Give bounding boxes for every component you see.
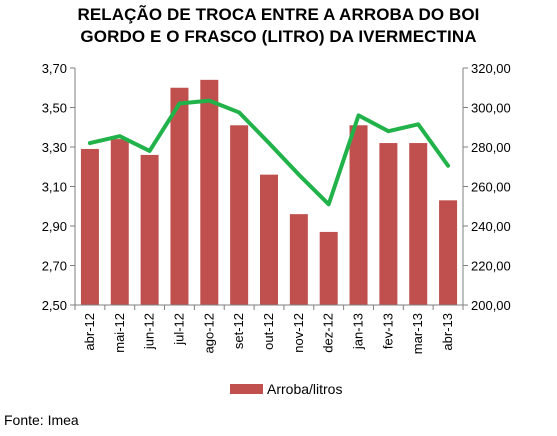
right-tick-label: 260,00 [471,180,511,195]
right-tick-label: 320,00 [471,61,511,76]
legend: Arroba/litros [230,381,342,397]
bar-dez-12 [319,231,338,305]
bar-abr-12 [80,148,99,305]
bar-nov-12 [289,214,308,305]
right-tick-label: 220,00 [471,259,511,274]
x-tick-label-mai-12: mai-12 [112,313,127,353]
left-tick-label: 2,50 [42,298,67,313]
x-tick-label-set-12: set-12 [231,313,246,349]
left-tick-label: 3,70 [42,61,67,76]
chart-title-line-1: RELAÇÃO DE TROCA ENTRE A ARROBA DO BOI [77,5,480,24]
x-tick-label-mar-13: mar-13 [410,313,425,354]
x-tick-label-out-12: out-12 [261,313,276,350]
right-tick-label: 280,00 [471,140,511,155]
legend-label: Arroba/litros [267,381,343,397]
x-tick-label-jun-12: jun-12 [142,313,157,350]
legend-swatch [230,384,263,394]
bar-jul-12 [170,87,189,305]
x-tick-label-dez-12: dez-12 [321,313,336,353]
left-tick-label: 2,70 [42,259,67,274]
bar-jan-13 [349,125,368,306]
bar-mar-13 [409,143,428,305]
bar-abr-13 [439,200,458,305]
x-tick-label-ago-12: ago-12 [201,313,216,353]
x-tick-label-nov-12: nov-12 [291,313,306,353]
x-tick-label-abr-13: abr-13 [440,313,455,351]
source-note: Fonte: Imea [4,412,79,428]
bar-mai-12 [110,139,129,305]
bar-ago-12 [200,79,219,305]
x-tick-label-jul-12: jul-12 [171,313,186,346]
right-tick-label: 240,00 [471,219,511,234]
left-tick-label: 3,10 [42,180,67,195]
chart-title-line-2: GORDO E O FRASCO (LITRO) DA IVERMECTINA [80,27,477,46]
left-tick-label: 2,90 [42,219,67,234]
x-tick-label-jan-13: jan-13 [351,313,366,350]
bar-fev-13 [379,143,398,305]
bar-jun-12 [140,154,159,305]
x-tick-label-fev-13: fev-13 [380,313,395,349]
x-tick-label-abr-12: abr-12 [82,313,97,351]
bar-set-12 [230,125,249,306]
chart-title: RELAÇÃO DE TROCA ENTRE A ARROBA DO BOI G… [0,4,557,48]
bar-out-12 [260,174,278,305]
left-tick-label: 3,50 [42,101,67,116]
right-tick-label: 300,00 [471,101,511,116]
left-tick-label: 3,30 [42,140,67,155]
right-tick-label: 200,00 [471,298,511,313]
